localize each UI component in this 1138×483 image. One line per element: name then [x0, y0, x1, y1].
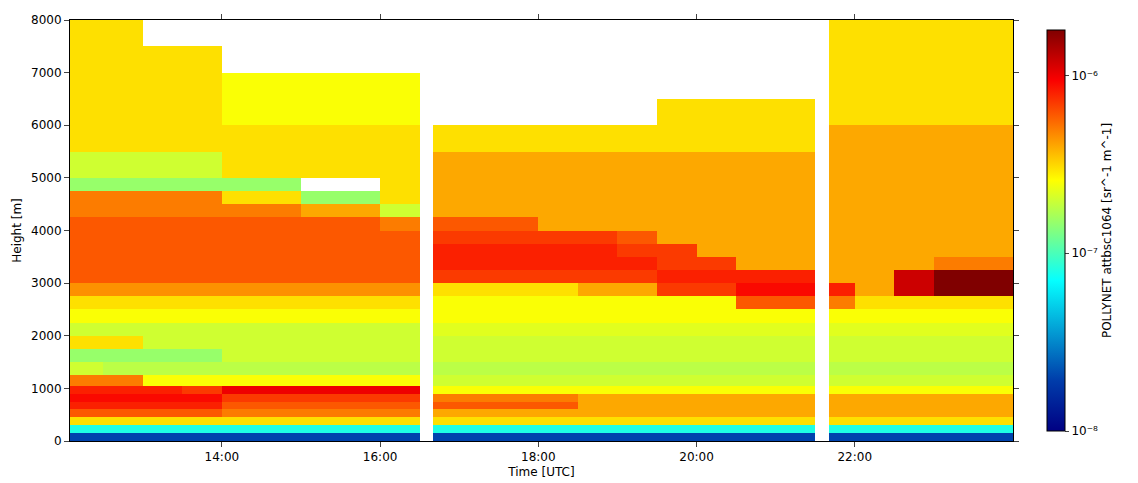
svg-text:7000: 7000: [31, 66, 62, 80]
svg-text:0: 0: [54, 434, 62, 448]
svg-text:1000: 1000: [31, 382, 62, 396]
svg-text:POLLYNET attbsc1064 [sr^-1 m^-: POLLYNET attbsc1064 [sr^-1 m^-1]: [1100, 123, 1114, 338]
svg-text:Height [m]: Height [m]: [10, 198, 24, 263]
svg-text:6000: 6000: [31, 118, 62, 132]
svg-text:20:00: 20:00: [679, 450, 714, 464]
svg-text:22:00: 22:00: [837, 450, 872, 464]
svg-text:18:00: 18:00: [521, 450, 556, 464]
svg-text:2000: 2000: [31, 329, 62, 343]
svg-text:16:00: 16:00: [363, 450, 398, 464]
svg-text:10⁻⁷: 10⁻⁷: [1071, 246, 1098, 260]
svg-text:8000: 8000: [31, 13, 62, 27]
svg-text:14:00: 14:00: [205, 450, 240, 464]
svg-text:5000: 5000: [31, 171, 62, 185]
svg-text:3000: 3000: [31, 276, 62, 290]
svg-text:10⁻⁶: 10⁻⁶: [1071, 69, 1098, 83]
svg-text:4000: 4000: [31, 224, 62, 238]
svg-text:10⁻⁸: 10⁻⁸: [1071, 424, 1098, 438]
svg-text:Time [UTC]: Time [UTC]: [507, 465, 574, 479]
